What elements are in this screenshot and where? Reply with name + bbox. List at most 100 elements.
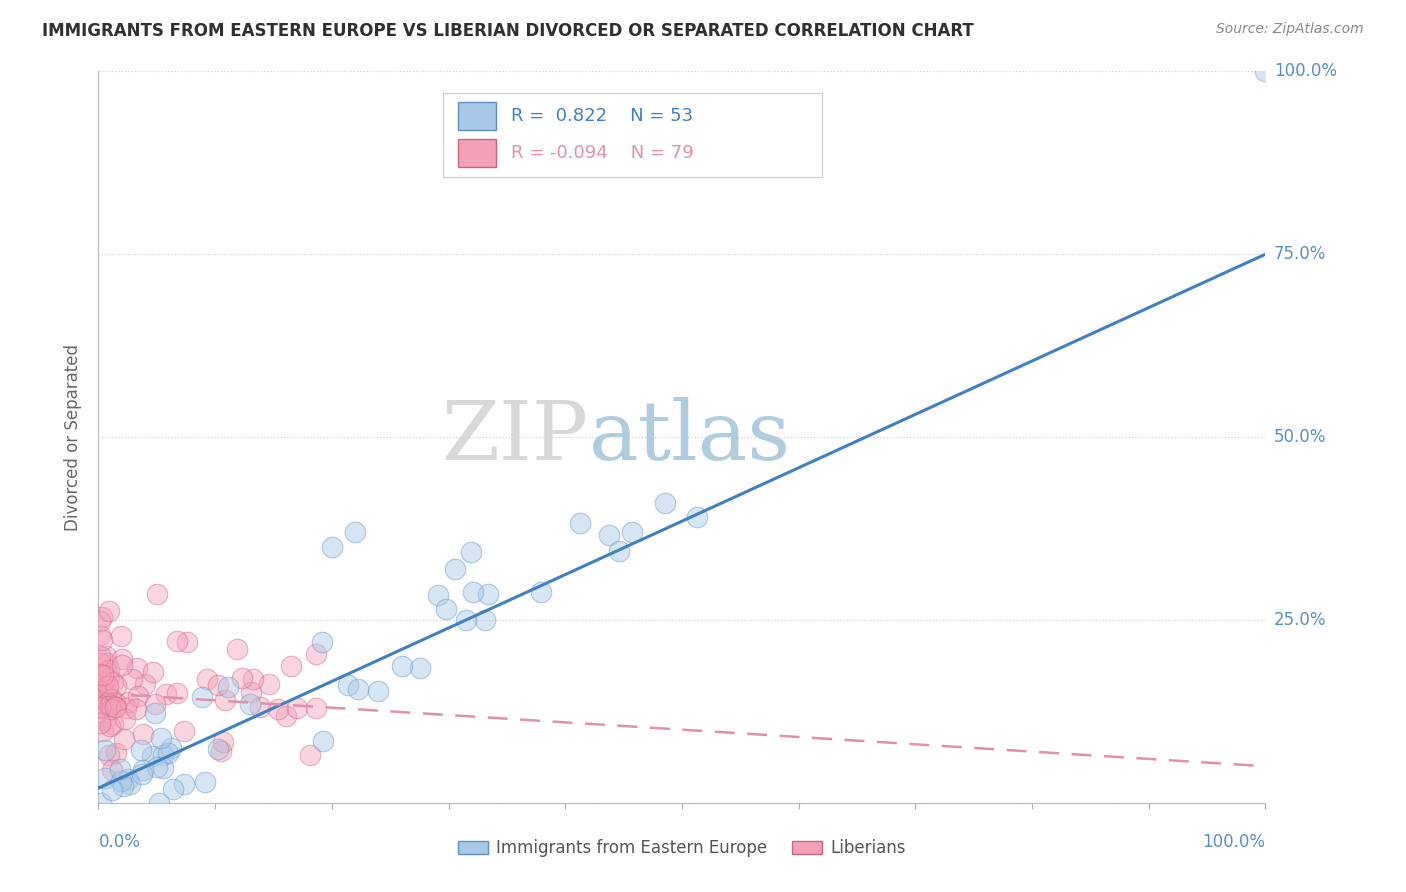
Point — [91, 724, 114, 739]
Point — [98, 748, 121, 763]
Point — [110, 773, 132, 788]
Point — [434, 602, 457, 616]
Point — [474, 613, 496, 627]
Point — [173, 723, 195, 738]
Point — [162, 781, 184, 796]
Point — [195, 672, 218, 686]
Point — [166, 686, 188, 700]
Point — [103, 717, 125, 731]
Point — [598, 527, 620, 541]
Point — [143, 698, 166, 712]
Point — [110, 629, 132, 643]
Point — [285, 700, 308, 714]
Text: Source: ZipAtlas.com: Source: ZipAtlas.com — [1216, 22, 1364, 37]
Point — [207, 678, 229, 692]
Point — [105, 746, 128, 760]
Point — [115, 701, 138, 715]
Point — [117, 772, 139, 786]
Point — [141, 748, 163, 763]
Point — [105, 699, 128, 714]
Point — [97, 670, 120, 684]
Point — [156, 747, 179, 761]
Point — [280, 658, 302, 673]
Point — [654, 496, 676, 510]
Point — [530, 584, 553, 599]
Point — [207, 741, 229, 756]
Point — [427, 588, 450, 602]
Point — [239, 697, 262, 711]
Point — [112, 732, 135, 747]
Point — [111, 657, 134, 672]
Point — [145, 587, 167, 601]
Point — [89, 683, 111, 698]
Point — [100, 783, 122, 797]
Point — [101, 763, 124, 777]
Point — [93, 690, 115, 705]
Point — [304, 648, 326, 662]
Point — [131, 727, 153, 741]
Point — [460, 545, 482, 559]
Point — [298, 747, 321, 762]
Point — [103, 700, 125, 714]
Point — [166, 633, 188, 648]
Point — [98, 663, 121, 677]
Point — [125, 702, 148, 716]
Point — [97, 604, 120, 618]
Text: 75.0%: 75.0% — [1274, 245, 1326, 263]
Point — [344, 525, 367, 540]
Point — [337, 678, 360, 692]
Point — [111, 779, 134, 793]
Point — [105, 679, 128, 693]
Point — [96, 697, 118, 711]
Point — [89, 614, 111, 628]
Point — [97, 679, 120, 693]
Point — [90, 701, 112, 715]
Point — [367, 683, 389, 698]
Point — [127, 689, 149, 703]
Point — [142, 665, 165, 679]
Point — [456, 613, 478, 627]
Point — [101, 675, 124, 690]
Point — [100, 719, 122, 733]
Legend: Immigrants from Eastern Europe, Liberians: Immigrants from Eastern Europe, Liberian… — [451, 832, 912, 864]
Point — [93, 668, 115, 682]
Point — [477, 587, 499, 601]
Point — [117, 695, 139, 709]
Text: IMMIGRANTS FROM EASTERN EUROPE VS LIBERIAN DIVORCED OR SEPARATED CORRELATION CHA: IMMIGRANTS FROM EASTERN EUROPE VS LIBERI… — [42, 22, 974, 40]
Point — [131, 767, 153, 781]
Point — [305, 701, 328, 715]
Point — [108, 762, 131, 776]
Text: 100.0%: 100.0% — [1202, 833, 1265, 851]
Point — [609, 544, 631, 558]
Point — [267, 701, 290, 715]
Point — [159, 741, 181, 756]
Point — [93, 674, 115, 689]
Text: 25.0%: 25.0% — [1274, 611, 1326, 629]
Point — [89, 628, 111, 642]
Point — [190, 690, 212, 704]
Point — [125, 661, 148, 675]
Point — [143, 706, 166, 720]
Point — [89, 699, 111, 714]
Text: 0.0%: 0.0% — [98, 833, 141, 851]
Point — [211, 744, 233, 758]
Point — [257, 677, 280, 691]
Point — [94, 688, 117, 702]
Y-axis label: Divorced or Separated: Divorced or Separated — [65, 343, 83, 531]
Point — [173, 777, 195, 791]
Point — [120, 777, 142, 791]
Point — [148, 796, 170, 810]
Point — [104, 695, 127, 709]
Point — [461, 584, 484, 599]
Point — [121, 672, 143, 686]
Point — [311, 635, 333, 649]
Point — [217, 680, 239, 694]
Point — [312, 734, 335, 748]
Point — [89, 667, 111, 681]
Point — [249, 700, 271, 714]
Text: 100.0%: 100.0% — [1274, 62, 1337, 80]
Point — [214, 693, 236, 707]
Point — [621, 524, 644, 539]
Point — [134, 677, 156, 691]
Point — [1254, 64, 1277, 78]
